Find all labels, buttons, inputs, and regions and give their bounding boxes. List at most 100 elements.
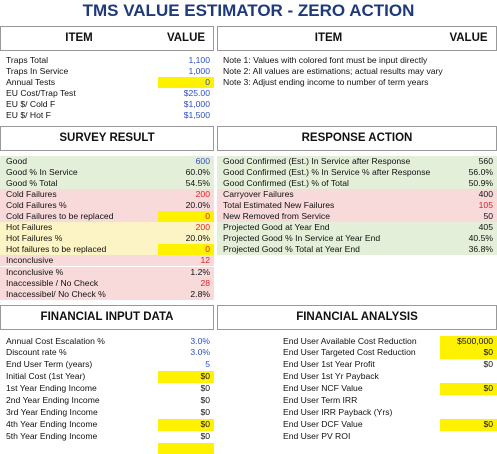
row-highlight [0,288,214,300]
row-label: Projected Good at Year End [223,222,330,233]
row-value: 36.8% [468,244,493,255]
row-value: $0 [200,383,210,394]
row-label: End User IRR Payback (Yrs) [283,406,393,417]
row-value: 3.0% [190,347,210,358]
row-label: Initial Cost (1st Year) [6,371,86,382]
row-highlight [217,155,497,167]
row-label: End User Available Cost Reduction [283,335,417,346]
row-label: Projected Good % In Service at Year End [223,233,381,244]
section-box [217,305,497,330]
row-value: $0 [200,406,210,417]
value-highlight [440,418,497,431]
value-highlight [440,335,497,348]
value-highlight [158,244,214,256]
row-label: Cold Failures [6,188,57,199]
section-title: FINANCIAL ANALYSIS [296,311,418,323]
row-value: 0 [205,77,210,87]
row-label: EU Cost/Trap Test [6,88,76,98]
row-highlight [0,266,214,278]
row-value: 20.0% [185,233,210,244]
row-label: Hot failures to be replaced [6,244,107,255]
row-highlight [217,199,497,211]
row-label: Inconclusive [6,255,54,266]
row-label: 4th Year Ending Income [6,418,98,429]
row-highlight [217,222,497,234]
row-value: $0 [483,359,493,370]
row-label: 2nd Year Ending Income [6,395,100,405]
row-highlight [217,166,497,178]
header-box [217,26,497,51]
section-title: RESPONSE ACTION [301,132,413,144]
row-label: End User PV ROI [283,430,351,441]
row-label: Cold Failures % [6,199,67,210]
column-header: VALUE [449,32,488,44]
row-value: 50 [483,211,493,221]
title: TMS VALUE ESTIMATOR - ZERO ACTION [82,1,415,20]
row-value: 12 [200,255,210,266]
row-label: Carryover Failures [223,188,294,199]
row-label: Good Confirmed (Est.) In Service after R… [223,155,411,166]
section-box [217,126,497,151]
row-label: Inaccessibel/ No Check % [6,288,106,299]
section-title: FINANCIAL INPUT DATA [40,311,174,323]
row-value: 60.0% [185,166,210,177]
row-value: 1,000 [188,66,210,76]
row-value: 40.5% [468,233,493,244]
row-value: $0 [483,383,493,394]
section-title: SURVEY RESULT [59,132,155,144]
section-box [0,126,214,151]
row-label: Traps In Service [6,66,69,76]
section-box [0,305,214,330]
row-label: Hot Failures % [6,233,63,244]
row-value: $0 [483,418,493,429]
row-highlight [0,199,214,211]
row-label: End User 1st Yr Payback [283,371,379,382]
row-label: Discount rate % [6,347,67,358]
input-cell [158,442,214,454]
row-value: 200 [195,188,210,199]
row-label: New Removed from Service [223,211,330,221]
row-label: Annual Tests [6,77,56,87]
row-label: Good % In Service [6,166,78,177]
row-value: 20.0% [185,199,210,210]
row-value: 405 [478,222,493,233]
row-highlight [0,222,214,234]
row-highlight [0,166,214,178]
row-label: Good Confirmed (Est.) % of Total [223,177,349,188]
column-header: VALUE [166,32,206,44]
row-highlight [217,177,497,189]
row-highlight [0,211,214,223]
row-value: 400 [478,188,493,199]
row-value: $0 [200,395,210,405]
row-value: 3.0% [190,335,210,346]
row-label: Inaccessible / No Check [6,277,99,288]
row-value: 2.8% [190,288,210,299]
row-label: 1st Year Ending Income [6,383,97,394]
column-header: ITEM [314,32,343,44]
row-label: EU $/ Hot F [6,110,51,120]
row-label: EU $/ Cold F [6,99,56,109]
note: Note 2: All values are estimations; actu… [223,66,443,76]
row-value: $25.00 [183,88,210,98]
row-value: 56.0% [468,166,493,177]
value-highlight [158,371,214,384]
row-value: 54.5% [185,177,210,188]
row-label: 5th Year Ending Income [6,430,98,441]
row-value: 200 [195,222,210,233]
row-label: End User Term IRR [283,395,358,405]
value-highlight [440,383,497,395]
row-highlight [0,255,214,267]
row-label: Annual Cost Escalation % [6,335,105,346]
row-value: 0 [205,211,210,221]
row-highlight [0,188,214,200]
row-highlight [0,277,214,289]
row-value: $1,500 [183,110,210,120]
row-highlight [217,211,497,223]
row-value: 600 [195,155,210,166]
row-value: $0 [200,418,210,429]
row-label: End User DCF Value [283,418,363,429]
row-highlight [217,244,497,256]
row-highlight [0,177,214,189]
row-value: 5 [205,359,210,370]
